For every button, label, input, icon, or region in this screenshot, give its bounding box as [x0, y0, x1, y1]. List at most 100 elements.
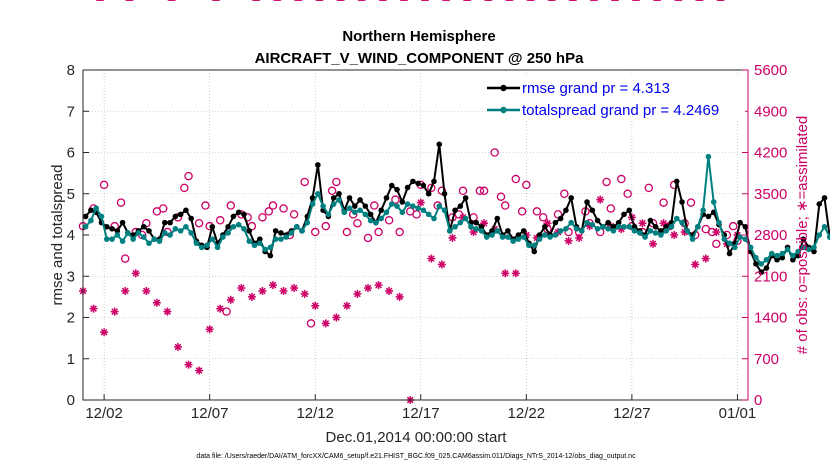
totalspread-point [383, 209, 390, 216]
obs-assimilated-point [448, 233, 457, 242]
obs-assimilated-point [226, 295, 235, 304]
y2-tick-label: 2800 [754, 227, 787, 244]
legend-marker-rmse [500, 84, 507, 92]
totalspread-point [267, 244, 274, 251]
obs-assimilated-stroke [639, 219, 646, 227]
obs-possible-point [500, 201, 510, 210]
rmse-point [140, 223, 147, 230]
obs-assimilated-point [247, 292, 256, 301]
rmse-point [505, 228, 511, 234]
y2-tick-label: 4200 [754, 145, 787, 162]
obs-assimilated-stroke [142, 287, 150, 295]
totalspread-point [478, 228, 485, 234]
obs-possible-point [522, 180, 531, 190]
obs-possible-point [511, 174, 521, 184]
totalspread-point [542, 232, 548, 238]
x-tick-label: 12/17 [402, 405, 440, 422]
rmse-point [367, 211, 374, 218]
obs-possible-point [194, 218, 204, 228]
y2-tick-label: 5600 [754, 62, 787, 79]
rmse-point [352, 203, 358, 209]
rmse-point [520, 228, 527, 234]
rmse-point [399, 199, 406, 205]
obs-possible-point [310, 227, 320, 237]
obs-possible-point [184, 171, 193, 181]
rmse-point [436, 141, 443, 148]
rmse-point [167, 219, 173, 226]
rmse-point [774, 256, 780, 263]
totalspread-point [605, 226, 611, 232]
rmse-point [114, 228, 121, 234]
obs-assimilated-point [353, 289, 362, 298]
totalspread-point [193, 240, 200, 247]
obs-assimilated-stroke [670, 231, 678, 239]
totalspread-point [695, 223, 701, 230]
obs-possible-point [258, 213, 267, 222]
totalspread-point [520, 234, 527, 240]
obs-possible-point [496, 192, 506, 201]
totalspread-point [705, 153, 712, 160]
totalspread-point [162, 230, 168, 236]
totalspread-point [468, 223, 474, 230]
totalspread-point [552, 232, 559, 238]
obs-assimilated-stroke [206, 325, 214, 333]
rmse-point [267, 252, 274, 259]
legend-label-rmse: rmse grand pr = 4.313 [522, 80, 670, 97]
data-file-footnote: data file: /Users/raeder/DAI/ATM_forcXX/… [196, 453, 636, 460]
y-tick-label: 3 [67, 268, 75, 285]
obs-possible-point [201, 201, 210, 210]
obs-possible-point [268, 201, 278, 210]
totalspread-point [737, 234, 743, 240]
obs-assimilated-stroke [195, 367, 203, 374]
totalspread-point [230, 223, 237, 230]
obs-possible-point [538, 213, 548, 222]
obs-possible-point [321, 221, 331, 231]
rmse-point [119, 219, 126, 226]
obs-assimilated-point [216, 304, 225, 313]
totalspread-point [436, 203, 443, 209]
rmse-point [473, 219, 479, 226]
obs-assimilated-point [395, 292, 404, 301]
x-tick-label: 12/22 [508, 405, 546, 422]
obs-assimilated-stroke [343, 302, 351, 310]
totalspread-point [689, 236, 696, 242]
axis-ticks: 0 1 2 3 4 5 6 7 8 0 700 1400 2100 2800 3500 4200 4900 560… [67, 62, 788, 422]
rmse-point [726, 250, 733, 257]
totalspread-point [251, 242, 258, 249]
legend: rmse grand pr = 4.313 totalspread grand … [483, 76, 745, 120]
obs-assimilated-stroke [111, 308, 119, 315]
obs-assimilated-point [427, 254, 436, 263]
obs-assimilated-stroke [449, 234, 456, 242]
obs-assimilated-stroke [301, 290, 309, 298]
totalspread-point [336, 197, 342, 203]
obs-assimilated-stroke [237, 284, 245, 292]
rmse-point [394, 186, 400, 193]
obs-assimilated-stroke [691, 261, 699, 268]
obs-assimilated-stroke [649, 240, 657, 248]
totalspread-point [758, 261, 764, 267]
totalspread-point [779, 250, 786, 257]
legend-label-totalspread: totalspread grand pr = 4.2469 [522, 102, 719, 119]
data-series [82, 141, 830, 275]
totalspread-point [82, 223, 89, 230]
totalspread-point [721, 236, 728, 242]
totalspread-point [441, 207, 448, 214]
obs-assimilated-point [269, 281, 277, 290]
rmse-point [410, 178, 416, 185]
obs-assimilated-point [564, 236, 573, 245]
rmse-point [679, 199, 685, 205]
x-tick-label: 12/07 [191, 405, 229, 422]
rmse-point [652, 223, 659, 230]
obs-assimilated-stroke [248, 293, 256, 301]
rmse-point [172, 213, 179, 220]
rmse-point [663, 223, 669, 230]
obs-assimilated-stroke [132, 269, 140, 277]
totalspread-point [431, 215, 437, 222]
totalspread-point [747, 244, 754, 251]
rmse-point [584, 199, 590, 205]
totalspread-point [732, 244, 738, 251]
obs-assimilated-point [174, 342, 182, 351]
totalspread-point [452, 223, 458, 230]
obs-assimilated-stroke [164, 308, 171, 315]
totalspread-point [790, 252, 796, 259]
